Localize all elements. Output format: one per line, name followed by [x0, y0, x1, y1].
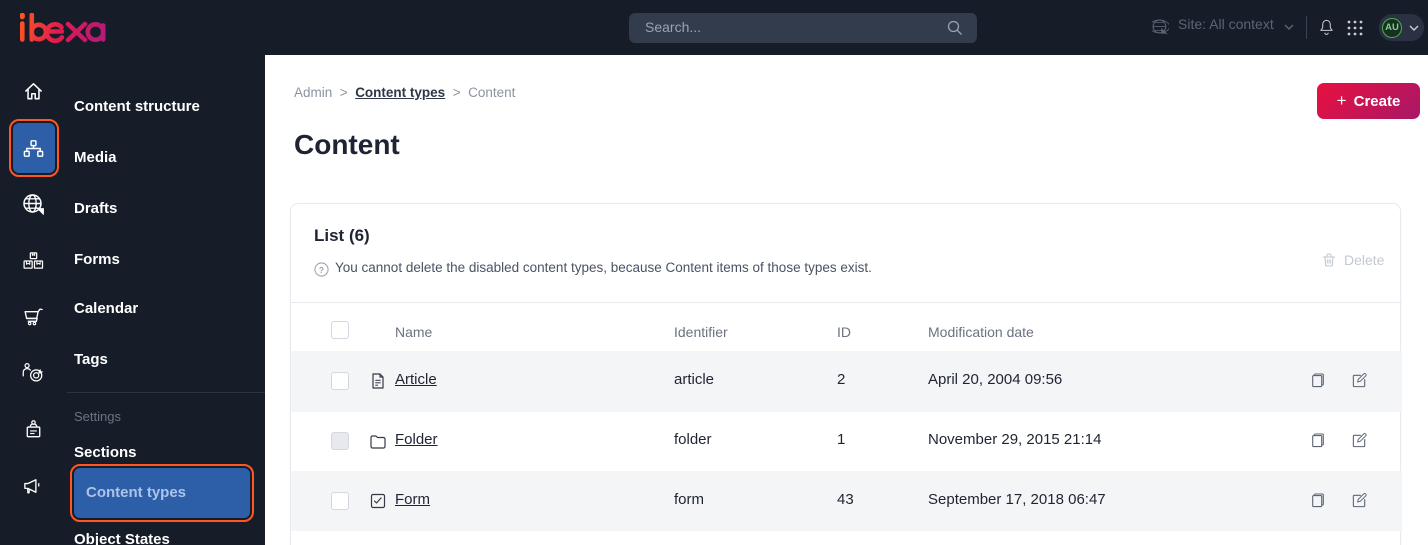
svg-text:?: ?: [319, 265, 324, 275]
